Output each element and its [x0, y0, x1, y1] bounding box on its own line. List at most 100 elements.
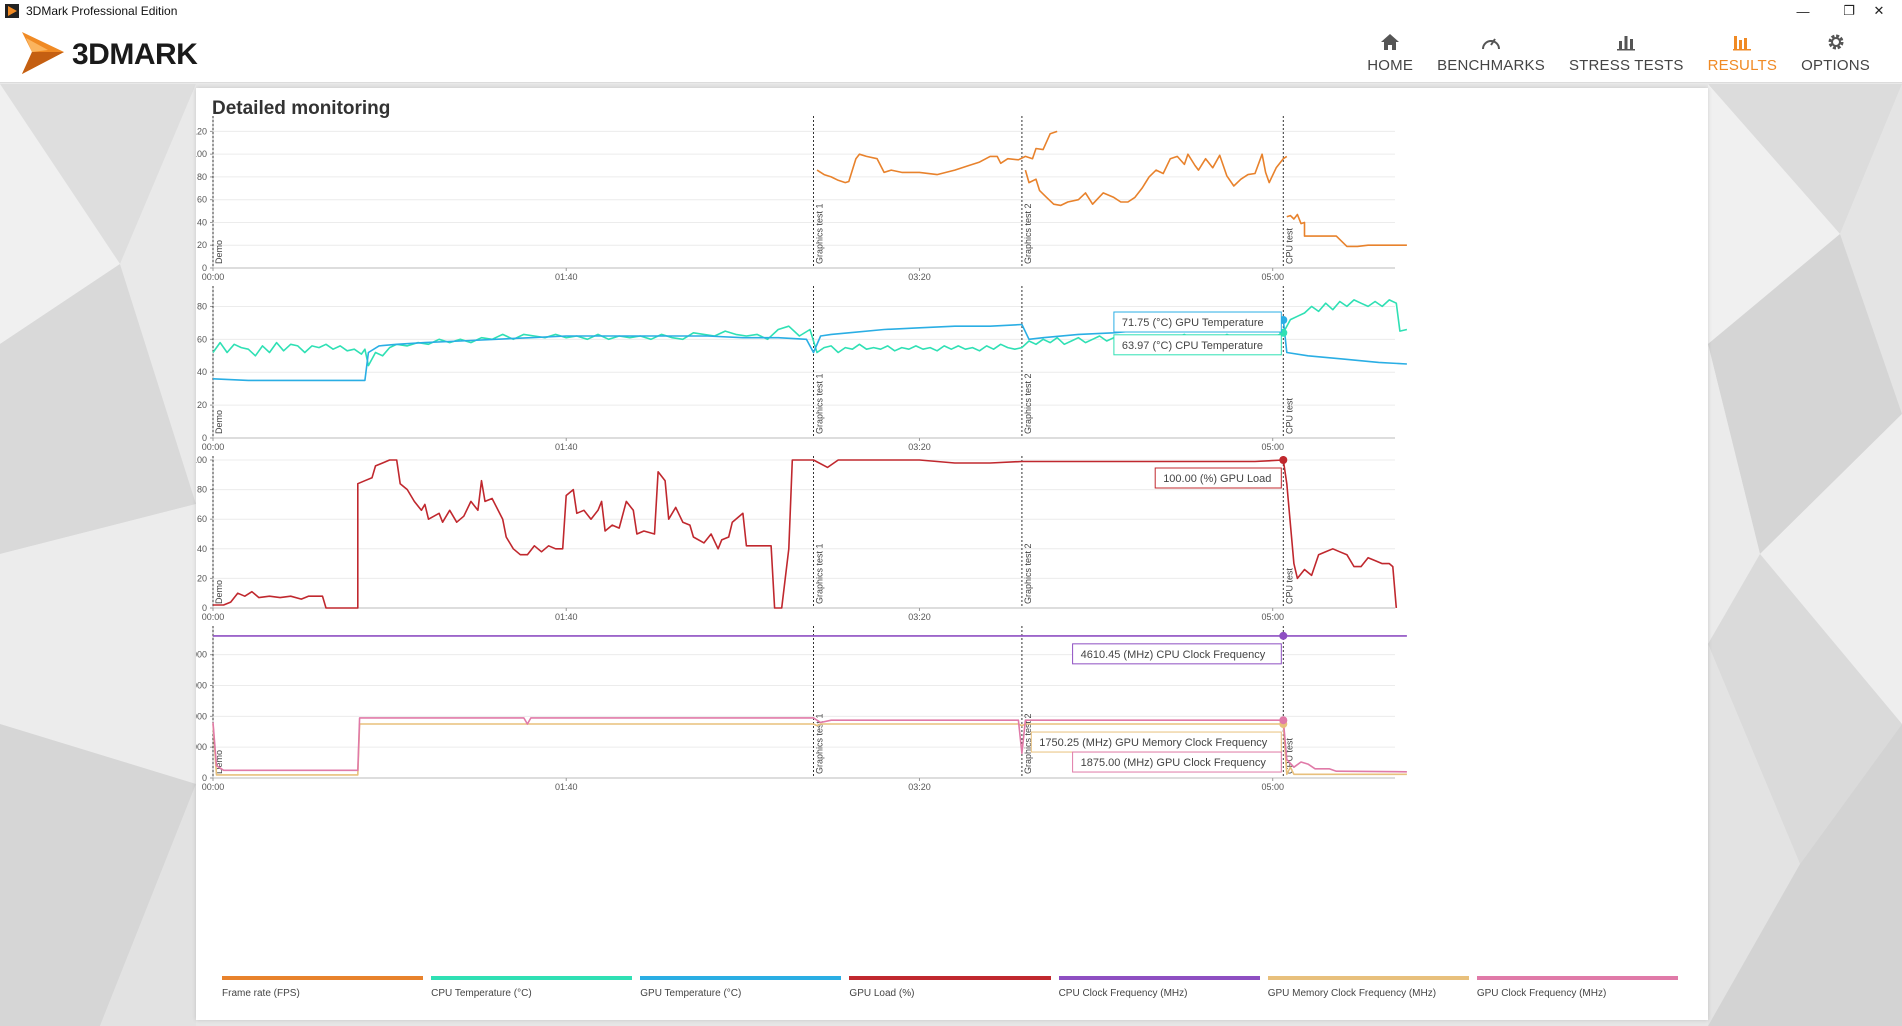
restore-button[interactable]: ❐ — [1843, 3, 1855, 18]
test-marker-label: Graphics test 2 — [1023, 543, 1033, 604]
nav-options[interactable]: OPTIONS — [1789, 22, 1882, 83]
main-nav: HOME BENCHMARKS STRESS TESTS RESULTS OPT… — [1355, 22, 1882, 83]
test-marker-label: CPU test — [1284, 397, 1294, 434]
window-title: 3DMark Professional Edition — [26, 4, 178, 18]
y-tick-label: 40 — [197, 544, 207, 554]
tooltip-box — [1113, 334, 1282, 356]
y-tick-label: 40 — [197, 367, 207, 377]
test-marker-label: Graphics test 1 — [815, 543, 825, 604]
y-tick-label: 1000 — [196, 742, 207, 752]
x-tick-label: 00:00 — [202, 782, 225, 792]
legend-label: CPU Clock Frequency (MHz) — [1058, 988, 1188, 999]
y-tick-label: 60 — [197, 334, 207, 344]
series-line-gpu_load — [213, 459, 1398, 609]
gear-icon — [1826, 31, 1846, 53]
x-tick-label: 03:20 — [908, 612, 931, 622]
legend-item-gpu-load[interactable]: GPU Load (%) — [849, 976, 1051, 1006]
results-bars-icon — [1732, 31, 1752, 53]
test-marker-label: CPU test — [1284, 227, 1294, 264]
y-tick-label: 60 — [197, 195, 207, 205]
chart-legend: Frame rate (FPS) CPU Temperature (°C) GP… — [222, 976, 1678, 1006]
x-tick-label: 05:00 — [1261, 442, 1284, 452]
legend-item-cpu-clock[interactable]: CPU Clock Frequency (MHz) — [1058, 976, 1260, 1006]
close-button[interactable]: ✕ — [1873, 3, 1885, 18]
nav-home[interactable]: HOME — [1355, 22, 1425, 83]
legend-item-cpu-temperature[interactable]: CPU Temperature (°C) — [431, 976, 633, 1006]
test-marker-label: Graphics test 1 — [815, 373, 825, 434]
test-marker-label: CPU test — [1284, 567, 1294, 604]
legend-label: GPU Memory Clock Frequency (MHz) — [1267, 988, 1437, 999]
y-tick-label: 20 — [197, 573, 207, 583]
legend-swatch — [1058, 976, 1260, 980]
chart-4: 0100020003000400000:0001:4003:2005:00Fre… — [196, 626, 1407, 792]
legend-item-gpu-temperature[interactable]: GPU Temperature (°C) — [640, 976, 842, 1006]
test-marker-label: Graphics test 2 — [1023, 373, 1033, 434]
series-line-gpu_mem_clock — [212, 723, 1407, 776]
test-marker-label: Graphics test 1 — [815, 203, 825, 264]
panel-title: Detailed monitoring — [212, 98, 391, 119]
test-marker-label: Demo — [214, 750, 224, 774]
test-marker-label: Graphics test 1 — [815, 713, 825, 774]
nav-stress-tests-label: STRESS TESTS — [1568, 57, 1684, 74]
test-marker-label: Demo — [214, 240, 224, 264]
legend-swatch — [1267, 976, 1469, 980]
detailed-monitoring-panel: Detailed monitoring 0 20 40 60 80 100 120 00:00… — [196, 88, 1708, 1020]
logo[interactable]: 3DMARK — [18, 28, 228, 78]
y-tick-label: 0 — [202, 603, 207, 613]
y-tick-label: 0 — [202, 773, 207, 783]
series-line-fps — [1286, 213, 1407, 248]
nav-results-label: RESULTS — [1707, 57, 1778, 74]
series-line-gpu_clock — [212, 717, 1407, 773]
app-icon — [5, 4, 19, 18]
cursor-dot-gpu_clock — [1279, 716, 1288, 725]
tooltip-text: 1875.00 (MHz) GPU Clock Frequency — [1081, 757, 1267, 769]
legend-swatch — [640, 976, 842, 980]
x-tick-label: 05:00 — [1261, 612, 1284, 622]
tooltip-text: 1750.25 (MHz) GPU Memory Clock Frequency — [1039, 737, 1268, 749]
chart-1: 02040608010012000:0001:4003:2005:00Frame… — [196, 116, 1407, 282]
legend-label: GPU Temperature (°C) — [640, 988, 742, 999]
x-tick-label: 03:20 — [908, 272, 931, 282]
minimize-button[interactable]: — — [1796, 3, 1810, 19]
y-tick-label: 4000 — [196, 650, 207, 660]
y-tick-label: 100 — [196, 149, 207, 159]
y-tick-label: 0 — [202, 433, 207, 443]
tooltip-box — [1154, 467, 1282, 489]
y-tick-label: 40 — [197, 217, 207, 227]
legend-item-gpu-clock[interactable]: GPU Clock Frequency (MHz) — [1476, 976, 1678, 1006]
y-tick-label: 0 — [202, 263, 207, 273]
cursor-dot-cpu_clock — [1279, 631, 1288, 640]
tooltip-text: 71.75 (°C) GPU Temperature — [1122, 317, 1264, 329]
x-tick-label: 00:00 — [202, 272, 225, 282]
legend-item-fps[interactable]: Frame rate (FPS) — [222, 976, 424, 1006]
nav-stress-tests[interactable]: STRESS TESTS — [1557, 22, 1696, 83]
tooltip-box — [1072, 643, 1282, 665]
x-tick-label: 03:20 — [908, 782, 931, 792]
gauge-icon — [1480, 31, 1502, 53]
y-tick-label: 20 — [197, 400, 207, 410]
nav-benchmarks[interactable]: BENCHMARKS — [1425, 22, 1557, 83]
legend-swatch — [849, 976, 1051, 980]
test-marker-label: Graphics test 2 — [1023, 713, 1033, 774]
3dmark-logo-icon — [22, 32, 64, 74]
y-tick-label: 120 — [196, 126, 207, 136]
x-tick-label: 05:00 — [1261, 272, 1284, 282]
monitoring-charts: 02040608010012000:0001:4003:2005:00Frame… — [196, 116, 1408, 792]
bar-chart-icon — [1616, 31, 1636, 53]
window-titlebar: 3DMark Professional Edition — ❐ ✕ — [0, 0, 1902, 22]
x-tick-label: 01:40 — [555, 272, 578, 282]
legend-swatch — [431, 976, 633, 980]
legend-swatch — [222, 976, 424, 980]
y-tick-label: 3000 — [196, 681, 207, 691]
chart-2: 02040608000:0001:4003:2005:00Temperature… — [197, 286, 1408, 452]
legend-item-gpu-memory-clock[interactable]: GPU Memory Clock Frequency (MHz) — [1267, 976, 1469, 1006]
cursor-dot-gpu_load — [1279, 456, 1288, 464]
y-tick-label: 20 — [197, 240, 207, 250]
legend-swatch — [1476, 976, 1678, 980]
test-marker-label: Graphics test 2 — [1023, 203, 1033, 264]
test-marker-label: CPU test — [1284, 737, 1294, 774]
y-tick-label: 80 — [197, 485, 207, 495]
series-line-cpu_temp — [212, 299, 1408, 367]
nav-results[interactable]: RESULTS — [1696, 22, 1789, 83]
